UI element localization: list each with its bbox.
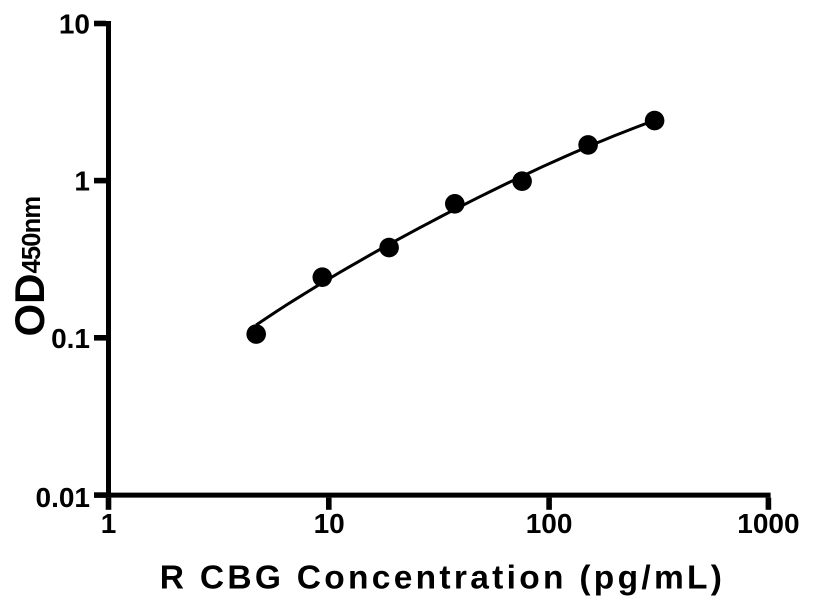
svg-text:10: 10 (314, 508, 345, 539)
svg-text:0.1: 0.1 (51, 323, 90, 354)
svg-text:100: 100 (526, 508, 573, 539)
svg-text:R CBG Concentration (pg/mL): R CBG Concentration (pg/mL) (160, 559, 726, 596)
svg-text:1000: 1000 (737, 508, 799, 539)
svg-text:1: 1 (74, 166, 90, 197)
svg-text:1: 1 (101, 508, 117, 539)
svg-text:0.01: 0.01 (36, 482, 91, 513)
svg-text:10: 10 (59, 9, 90, 40)
